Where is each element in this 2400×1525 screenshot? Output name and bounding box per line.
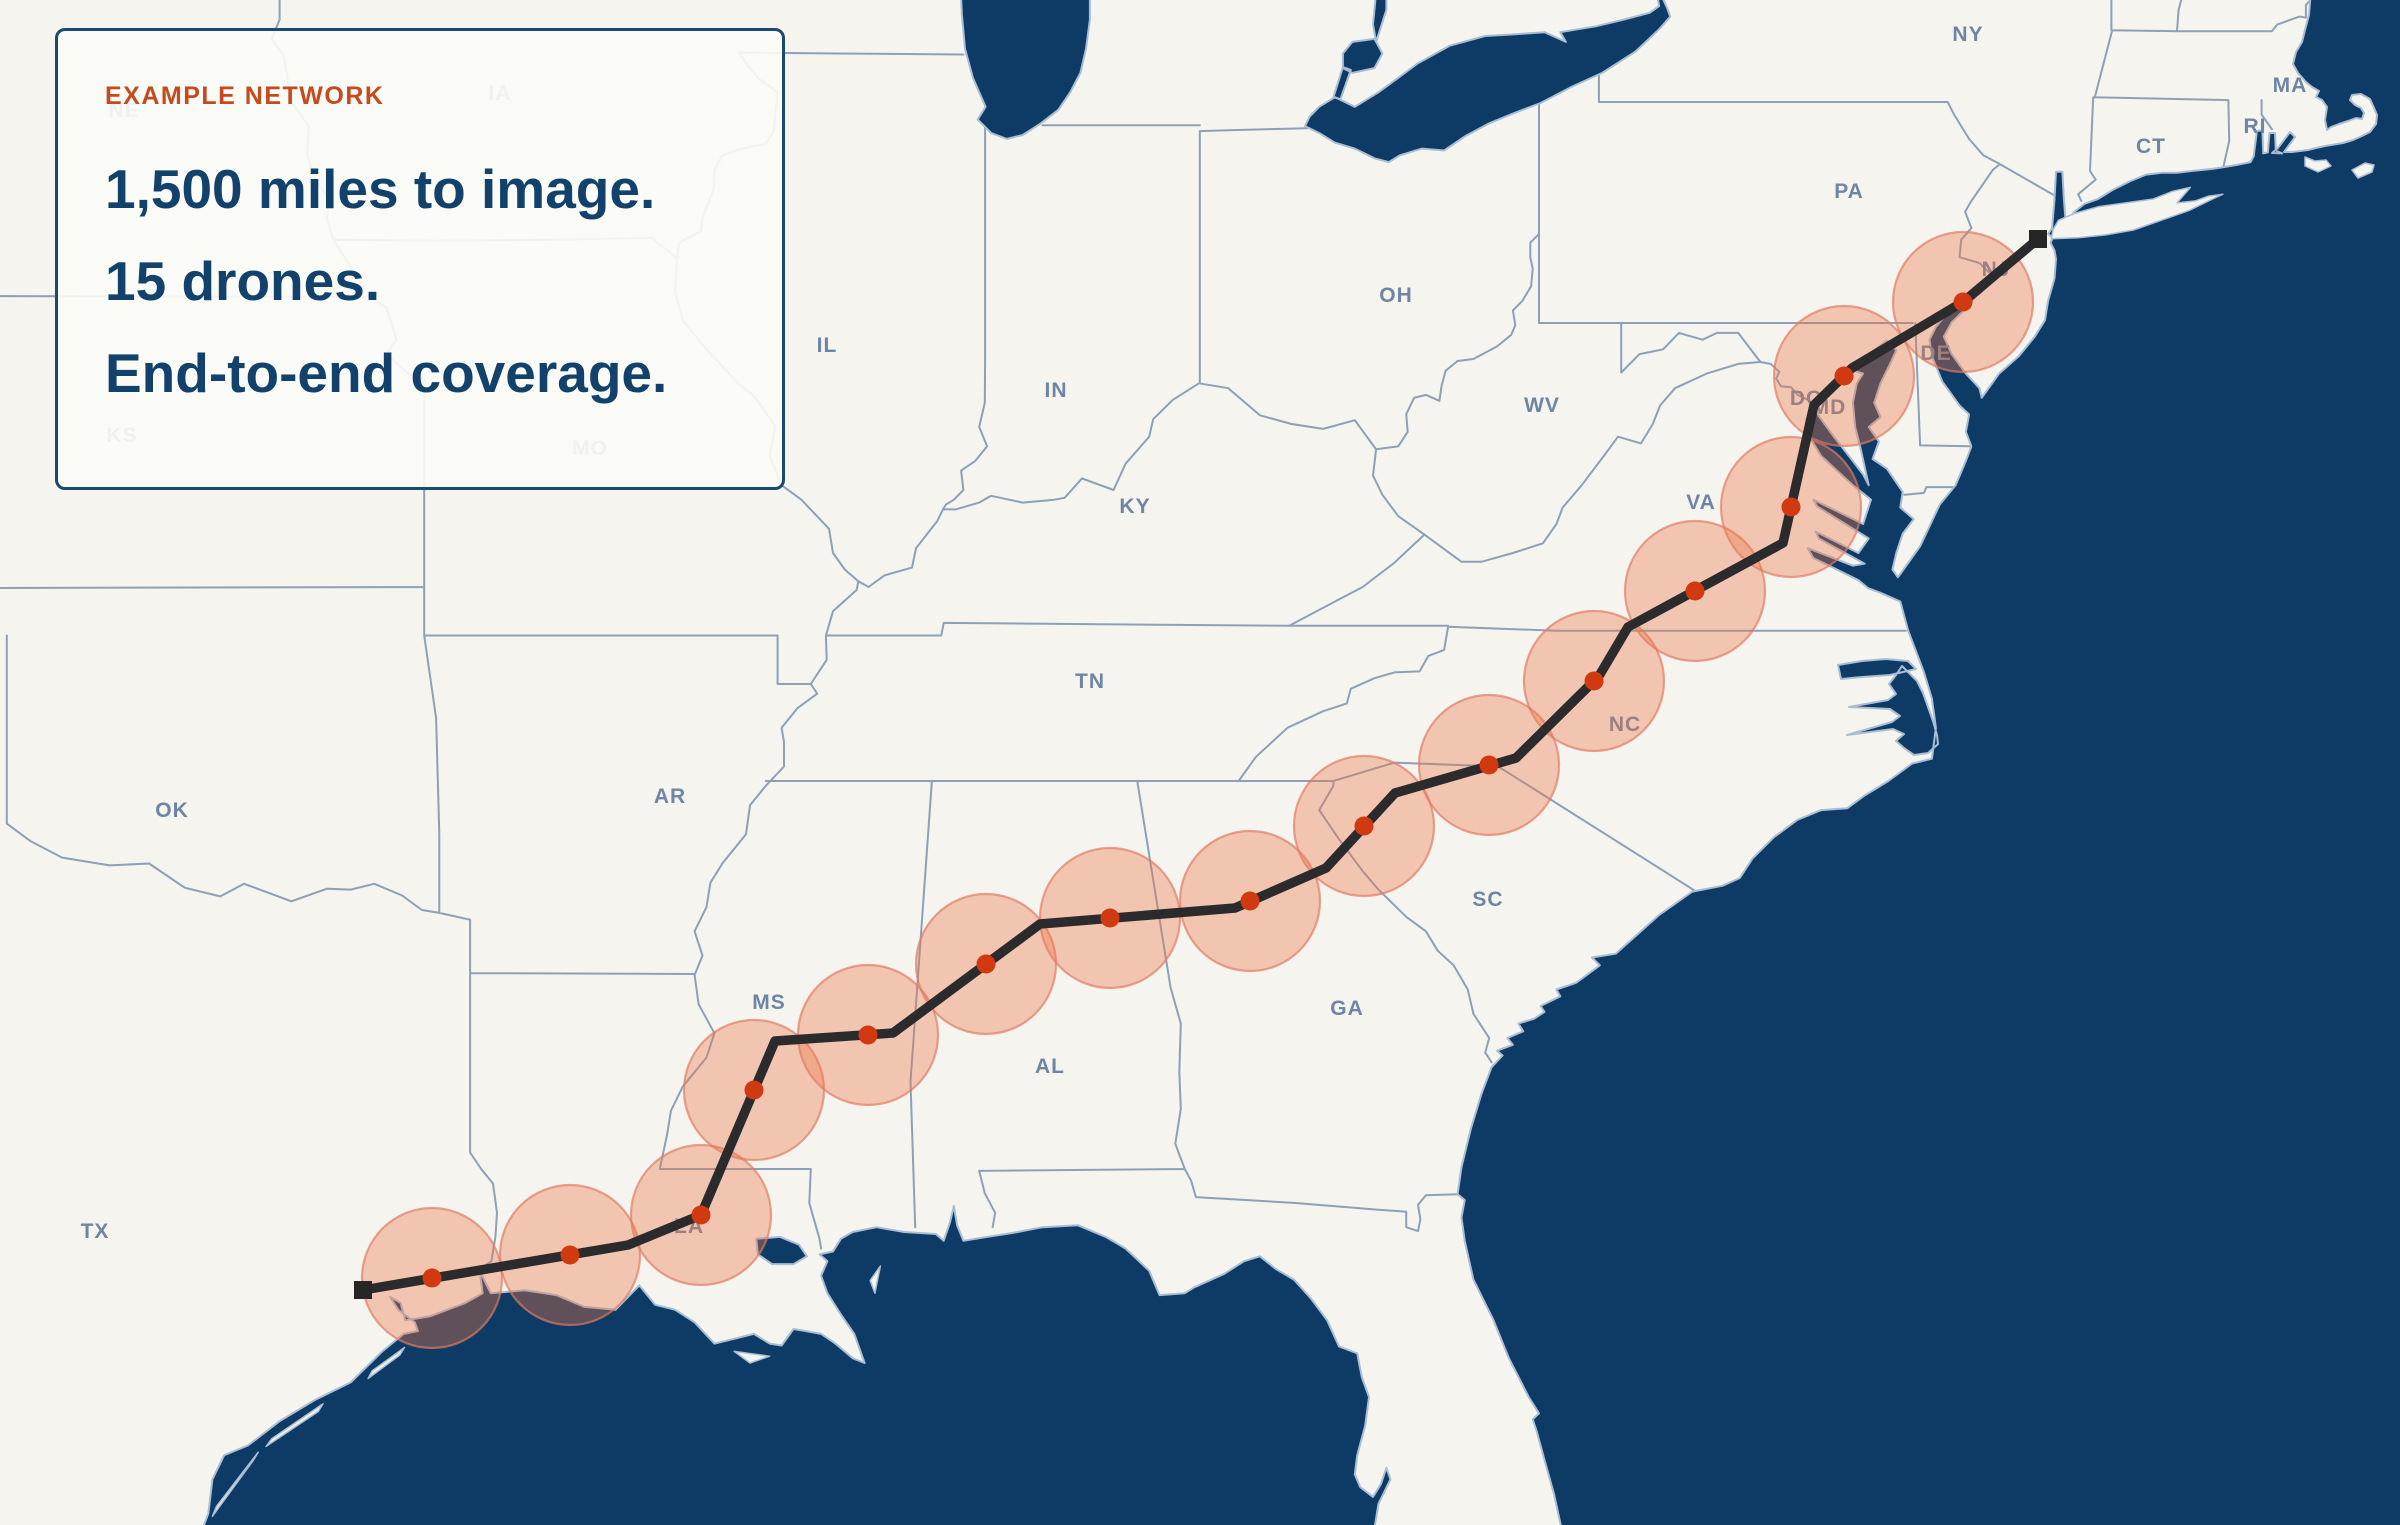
svg-text:VA: VA	[1686, 491, 1716, 514]
svg-text:CT: CT	[2136, 135, 2166, 158]
svg-text:TX: TX	[81, 1220, 110, 1243]
svg-text:IN: IN	[1045, 379, 1068, 402]
svg-text:PA: PA	[1834, 180, 1864, 203]
svg-text:MS: MS	[752, 991, 786, 1014]
svg-text:NY: NY	[1952, 23, 1983, 46]
svg-text:KY: KY	[1119, 495, 1150, 518]
svg-text:WV: WV	[1524, 394, 1560, 417]
svg-text:DE: DE	[1920, 342, 1951, 365]
svg-text:RI: RI	[2244, 115, 2267, 138]
svg-text:AR: AR	[654, 785, 686, 808]
svg-text:MA: MA	[2273, 74, 2308, 97]
svg-text:SC: SC	[1472, 888, 1503, 911]
svg-text:TN: TN	[1075, 670, 1105, 693]
svg-text:OH: OH	[1379, 284, 1413, 307]
svg-text:NC: NC	[1609, 713, 1641, 736]
svg-text:GA: GA	[1330, 997, 1364, 1020]
svg-text:OK: OK	[155, 799, 189, 822]
svg-text:IL: IL	[817, 334, 838, 357]
svg-text:AL: AL	[1035, 1055, 1065, 1078]
